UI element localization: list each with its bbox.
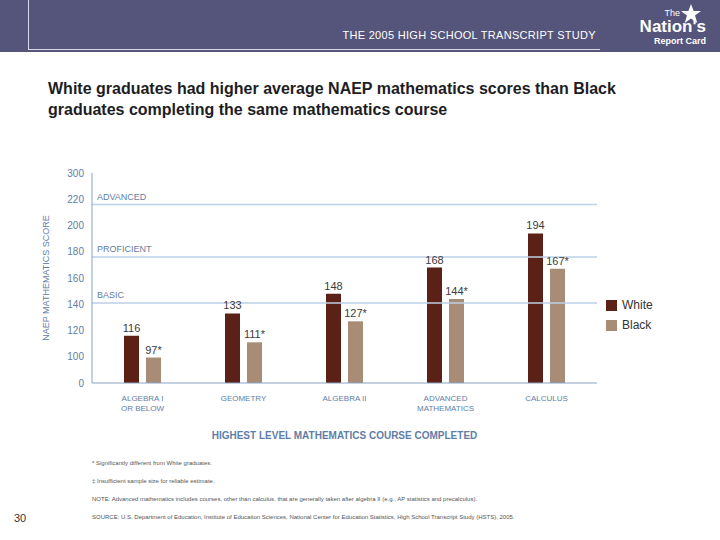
svg-text:ALGEBRA IOR BELOW: ALGEBRA IOR BELOW — [121, 394, 165, 413]
svg-text:NAEP MATHEMATICS SCORE: NAEP MATHEMATICS SCORE — [41, 215, 51, 341]
html-text:Report Card: Report Card — [654, 36, 706, 46]
svg-text:133: 133 — [223, 299, 241, 311]
html-text:Nation's: Nation's — [639, 17, 706, 36]
svg-text:200: 200 — [67, 220, 84, 231]
svg-text:PROFICIENT: PROFICIENT — [97, 244, 152, 254]
html-text:THE 2005 HIGH SCHOOL TRANSCRIP: THE 2005 HIGH SCHOOL TRANSCRIPT STUDY — [342, 29, 596, 41]
svg-text:148: 148 — [324, 280, 342, 292]
svg-text:ADVANCEDMATHEMATICS: ADVANCEDMATHEMATICS — [417, 394, 474, 413]
svg-text:127*: 127* — [344, 307, 367, 319]
svg-text:BASIC: BASIC — [97, 290, 125, 300]
svg-text:111*: 111* — [244, 328, 266, 340]
html-text:White: White — [622, 298, 653, 312]
svg-text:180: 180 — [67, 246, 84, 257]
html-text:‡ Insufficient sample size for: ‡ Insufficient sample size for reliable … — [92, 478, 215, 484]
svg-text:97*: 97* — [145, 344, 162, 356]
svg-text:HIGHEST LEVEL MATHEMATICS COUR: HIGHEST LEVEL MATHEMATICS COURSE COMPLET… — [212, 430, 478, 441]
svg-text:194: 194 — [526, 219, 544, 231]
svg-text:144*: 144* — [445, 285, 468, 297]
svg-text:116: 116 — [123, 322, 141, 334]
svg-text:0: 0 — [78, 378, 84, 389]
svg-text:140: 140 — [67, 299, 84, 310]
svg-text:CALCULUS: CALCULUS — [525, 394, 568, 403]
svg-text:ALGEBRA II: ALGEBRA II — [322, 394, 366, 403]
svg-text:100: 100 — [67, 351, 84, 362]
html-text:The: The — [664, 8, 680, 18]
html-text:Black: Black — [622, 318, 652, 332]
svg-text:GEOMETRY: GEOMETRY — [221, 394, 267, 403]
svg-text:168: 168 — [425, 254, 443, 266]
html-text:SOURCE: U.S. Department of Edu: SOURCE: U.S. Department of Education, In… — [92, 514, 515, 520]
svg-text:220: 220 — [67, 194, 84, 205]
html-text:NOTE: Advanced mathematics inc: NOTE: Advanced mathematics includes cour… — [92, 496, 478, 502]
html-text:White graduates had higher ave: White graduates had higher average NAEP … — [48, 80, 616, 118]
svg-text:167*: 167* — [546, 255, 569, 267]
svg-text:ADVANCED: ADVANCED — [97, 192, 147, 202]
svg-text:300: 300 — [67, 168, 84, 179]
html-text:30: 30 — [14, 512, 27, 524]
svg-text:120: 120 — [67, 325, 84, 336]
svg-text:160: 160 — [67, 273, 84, 284]
html-text:* Significantly different from: * Significantly different from White gra… — [92, 460, 212, 466]
